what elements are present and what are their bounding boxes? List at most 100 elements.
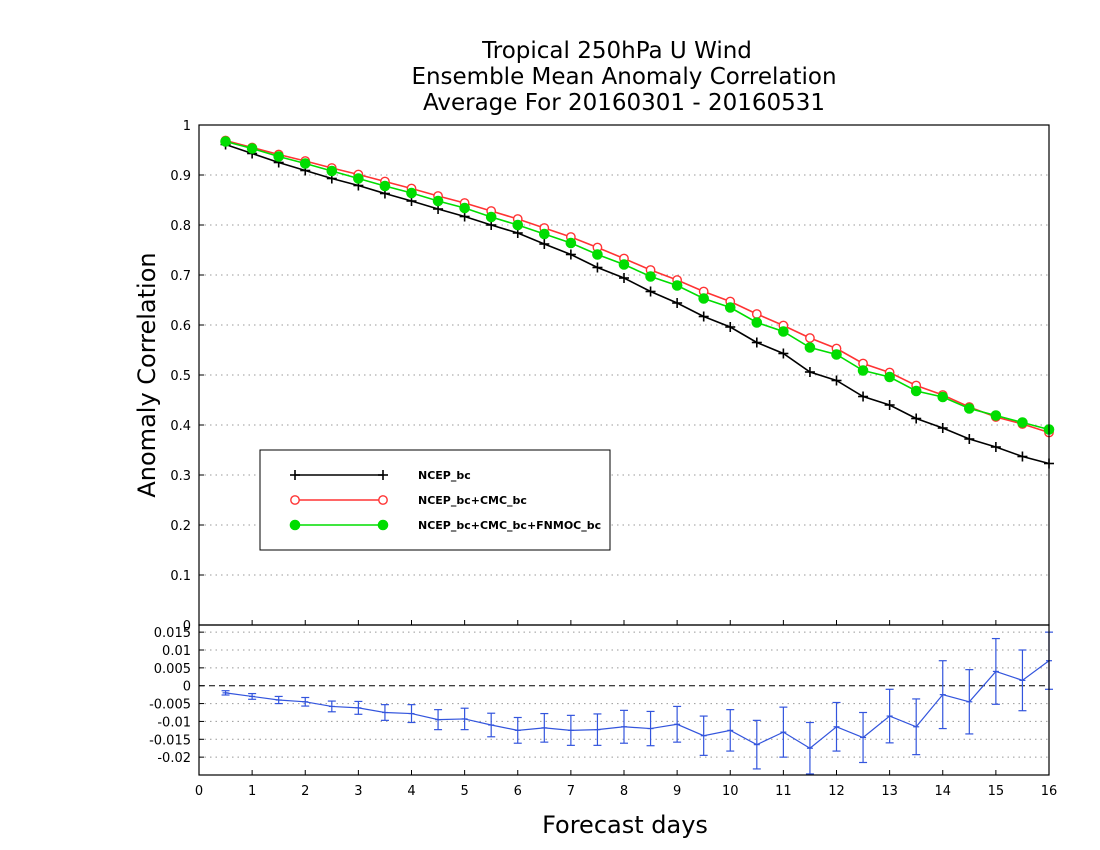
diff-y-tick-label: -0.005: [149, 698, 191, 713]
series-point: [937, 391, 949, 403]
series-point: [990, 410, 1002, 421]
x-tick-label: 10: [722, 784, 739, 799]
series-point: [618, 259, 630, 270]
error-bar: [965, 669, 974, 735]
series-point: [645, 271, 656, 282]
series-point: [910, 385, 922, 397]
series-point: [246, 143, 258, 154]
error-bar: [779, 706, 788, 758]
difference-series: [221, 631, 1053, 775]
diff-y-tick-label: -0.01: [157, 715, 191, 730]
error-bar: [513, 716, 522, 744]
series-point: [565, 237, 577, 249]
series-point: [805, 333, 815, 343]
legend-item-2: NCEP_bc+CMC_bc: [290, 494, 527, 507]
error-bar: [354, 700, 363, 715]
error-bar: [752, 719, 761, 770]
diff-y-tick-label: -0.015: [149, 733, 191, 748]
error-bar: [327, 700, 336, 713]
diff-y-tick-label: 0.005: [154, 662, 191, 677]
series-point: [485, 211, 497, 223]
series-line: [225, 139, 1050, 434]
series-point: [804, 367, 815, 377]
series-point: [512, 219, 524, 231]
x-tick-label: 13: [881, 784, 898, 799]
series-point: [724, 302, 736, 313]
error-bar: [646, 710, 655, 747]
chart-title: Tropical 250hPa U Wind Ensemble Mean Ano…: [411, 38, 836, 116]
main-series: [220, 135, 1055, 469]
error-bar: [248, 692, 257, 700]
series-point: [406, 187, 417, 199]
error-bar: [434, 709, 443, 731]
series-point: [378, 470, 388, 480]
series-point: [353, 173, 364, 184]
series-point: [751, 337, 762, 348]
y-tick-label: 0.5: [170, 369, 191, 384]
error-bar: [859, 711, 868, 764]
series-point: [858, 391, 869, 402]
series-point: [273, 151, 284, 162]
x-tick-label: 8: [620, 784, 628, 799]
x-tick-label: 16: [1041, 784, 1058, 799]
series-point: [698, 293, 709, 304]
error-bar: [991, 637, 1000, 705]
x-tick-label: 14: [934, 784, 951, 799]
series-3: [220, 136, 1055, 435]
series-point: [964, 403, 975, 414]
series-point: [565, 249, 576, 260]
series-point: [378, 495, 388, 505]
x-tick-label: 2: [301, 784, 309, 799]
x-tick-label: 7: [567, 784, 575, 799]
series-point: [778, 326, 789, 337]
series-point: [725, 322, 736, 332]
legend: NCEP_bc NCEP_bc+CMC_bc NCEP_bc+CMC_bc+FNMO…: [259, 449, 611, 551]
x-tick-label: 5: [460, 784, 468, 799]
series-point: [290, 470, 300, 480]
error-bar: [407, 704, 416, 724]
series-point: [289, 519, 301, 531]
error-bar: [673, 705, 682, 743]
legend-label: NCEP_bc+CMC_bc+FNMOC_bc: [418, 519, 601, 532]
x-tick-label: 11: [775, 784, 792, 799]
y-tick-label: 0.9: [170, 169, 191, 184]
series-point: [377, 519, 389, 531]
legend-item-1: NCEP_bc: [290, 469, 471, 482]
error-bar: [726, 709, 735, 752]
x-tick-label: 15: [988, 784, 1005, 799]
series-point: [1017, 417, 1028, 428]
series-point: [698, 311, 709, 322]
error-bar: [885, 688, 894, 744]
series-point: [911, 413, 922, 424]
x-tick-label: 1: [248, 784, 256, 799]
y-tick-label: 0.1: [170, 569, 191, 584]
error-bar: [274, 695, 283, 705]
y-tick-label: 0: [183, 619, 191, 634]
y-tick-label: 0.4: [170, 419, 191, 434]
error-bar: [912, 698, 921, 756]
error-bar: [620, 709, 628, 744]
axis-ticks: 0 0.1 0.2 0.3 0.4 0.5 0.6 0.7 0.8 0.9 1 0.015 0.01 0.…: [149, 119, 1057, 799]
error-bar: [487, 712, 496, 738]
series-point: [990, 442, 1001, 452]
error-bar: [805, 721, 814, 775]
legend-label: NCEP_bc+CMC_bc: [418, 494, 527, 507]
series-point: [220, 136, 231, 147]
series-point: [884, 400, 895, 410]
series-point: [379, 180, 391, 192]
series-line: [225, 143, 1050, 465]
series-point: [751, 317, 763, 328]
diff-y-tick-label: 0.015: [154, 626, 191, 641]
error-bar: [460, 707, 469, 731]
y-tick-label: 0.2: [170, 519, 191, 534]
series-point: [592, 249, 603, 260]
series-1: [220, 139, 1054, 469]
difference-plot-frame: [198, 624, 1050, 776]
series-point: [326, 165, 338, 177]
diff-y-tick-label: 0.01: [162, 644, 191, 659]
error-bar: [540, 712, 549, 743]
x-tick-label: 0: [195, 784, 203, 799]
series-point: [619, 273, 629, 283]
series-point: [751, 309, 762, 319]
